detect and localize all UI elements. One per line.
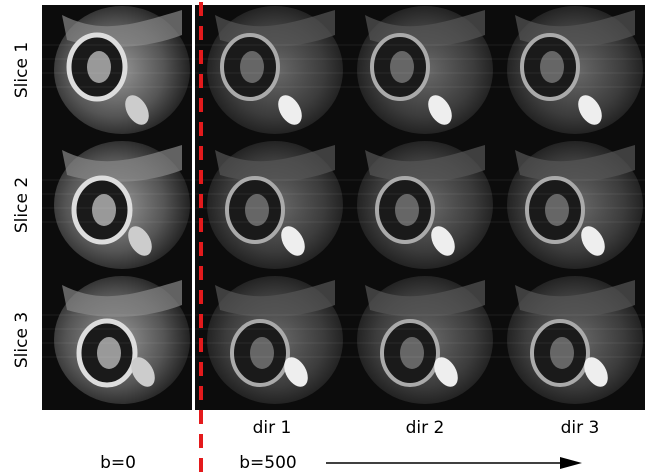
mri-panel <box>195 275 345 410</box>
bright-spot <box>281 226 305 256</box>
heart-cavity <box>87 51 111 83</box>
tissue-band <box>365 145 485 182</box>
mri-panel <box>495 275 645 410</box>
b-label: b=0 <box>100 453 136 473</box>
tissue-band <box>515 280 635 317</box>
heart-cavity <box>540 51 564 83</box>
mri-panel <box>42 5 192 140</box>
heart-cavity <box>92 194 116 226</box>
row-label: Slice 2 <box>12 177 32 233</box>
heart-cavity <box>240 51 264 83</box>
bright-spot <box>581 226 605 256</box>
mri-panel <box>42 140 192 275</box>
heart-cavity <box>245 194 269 226</box>
heart-cavity <box>97 337 121 369</box>
arrow-head <box>560 457 582 469</box>
bright-spot <box>131 357 155 387</box>
column-label: dir 2 <box>406 418 445 438</box>
bright-spot <box>278 95 302 125</box>
bright-spot <box>434 357 458 387</box>
tissue-band <box>365 280 485 317</box>
tissue-band <box>215 145 335 182</box>
mri-panel <box>195 140 345 275</box>
tissue-band <box>515 145 635 182</box>
row-label: Slice 3 <box>12 312 32 368</box>
heart-cavity <box>545 194 569 226</box>
bright-spot <box>125 95 149 125</box>
tissue-band <box>62 145 182 182</box>
heart-cavity <box>550 337 574 369</box>
mri-panel <box>495 5 645 140</box>
heart-cavity <box>395 194 419 226</box>
column-label: dir 1 <box>253 418 292 438</box>
heart-cavity <box>400 337 424 369</box>
bright-spot <box>584 357 608 387</box>
mri-panel <box>495 140 645 275</box>
mri-panel <box>195 5 345 140</box>
mri-panel <box>345 140 495 275</box>
bright-spot <box>284 357 308 387</box>
bright-spot <box>431 226 455 256</box>
mri-panel <box>345 275 495 410</box>
heart-cavity <box>390 51 414 83</box>
mri-panel <box>42 275 192 410</box>
b-label: b=500 <box>239 453 296 473</box>
bright-spot <box>428 95 452 125</box>
bright-spot <box>578 95 602 125</box>
row-label: Slice 1 <box>12 42 32 98</box>
tissue-band <box>62 280 182 317</box>
image-grid <box>42 5 645 410</box>
tissue-band <box>215 280 335 317</box>
heart-cavity <box>250 337 274 369</box>
mri-panel <box>345 5 495 140</box>
column-label: dir 3 <box>561 418 600 438</box>
bright-spot <box>128 226 152 256</box>
